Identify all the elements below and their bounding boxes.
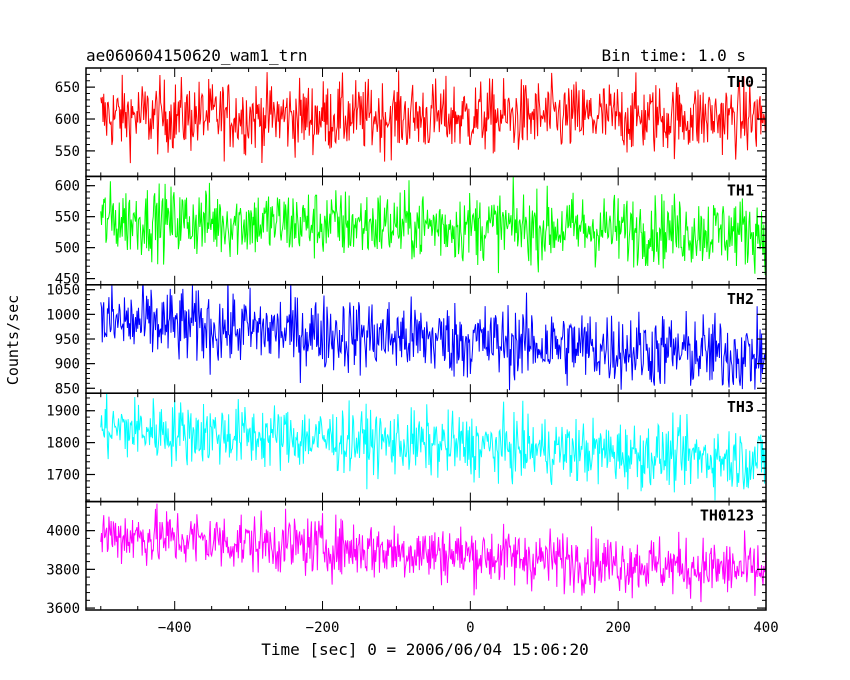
y-tick-label: 3600 (46, 601, 80, 617)
y-tick-label: 600 (55, 179, 80, 195)
panel-th0: 550 600 650 TH0 (55, 67, 767, 178)
panel-th2: 850 900 950 1000 1050 TH2 (46, 283, 767, 397)
panel-label: TH0123 (700, 507, 754, 525)
y-tick-label: 1800 (46, 436, 80, 452)
panel-label: TH2 (727, 290, 754, 308)
bin-time-label: Bin time: 1.0 s (602, 46, 747, 65)
y-tick-label: 650 (55, 80, 80, 96)
y-tick-label: 1050 (46, 283, 80, 299)
y-tick-label: 550 (55, 144, 80, 160)
y-tick-label: 500 (55, 241, 80, 257)
panel-th3: 1700 1800 1900 TH3 (46, 392, 767, 503)
x-axis: −400 −200 0 200 400 (158, 620, 779, 636)
panel-frame (85, 500, 767, 611)
x-tick-label: 0 (466, 620, 474, 636)
y-axis-label: Counts/sec (4, 295, 22, 385)
series-th2-line (100, 284, 766, 391)
panel-th1: 450 500 550 600 TH1 (55, 175, 767, 288)
x-tick-label: 400 (753, 620, 778, 636)
x-axis-label: Time [sec] 0 = 2006/06/04 15:06:20 (261, 640, 589, 659)
y-tick-label: 450 (55, 272, 80, 288)
panel-label: TH0 (727, 73, 754, 91)
panel-label: TH1 (727, 181, 754, 199)
y-tick-label: 4000 (46, 524, 80, 540)
x-tick-label: −400 (158, 620, 192, 636)
y-tick-label: 3800 (46, 562, 80, 578)
series-th1-line (100, 176, 766, 276)
y-tick-label: 900 (55, 357, 80, 373)
y-tick-label: 1900 (46, 404, 80, 420)
x-tick-label: 200 (606, 620, 631, 636)
chart-title: ae060604150620_wam1_trn (86, 46, 308, 65)
y-tick-label: 950 (55, 332, 80, 348)
panel-label: TH3 (727, 398, 754, 416)
series-th0123-line (100, 503, 766, 603)
panels-group: 550 600 650 TH0 450 500 550 600 TH1 850 900 950 1000… (46, 67, 767, 617)
y-tick-label: 600 (55, 112, 80, 128)
y-tick-label: 1000 (46, 307, 80, 323)
panel-th0123: 3600 3800 4000 TH0123 (46, 500, 767, 617)
x-tick-label: −200 (306, 620, 340, 636)
y-tick-label: 1700 (46, 468, 80, 484)
series-th3-line (100, 393, 766, 501)
series-th0-line (100, 70, 766, 164)
y-tick-label: 850 (55, 381, 80, 397)
y-tick-label: 550 (55, 210, 80, 226)
